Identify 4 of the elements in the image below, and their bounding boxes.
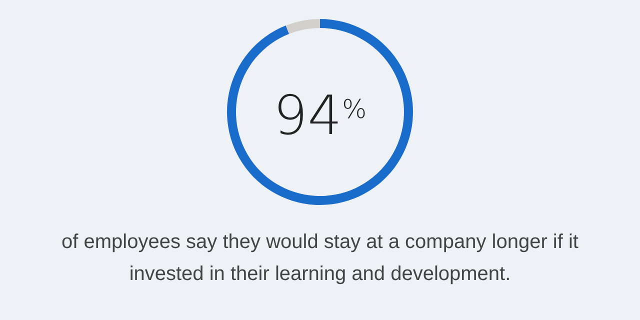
data-label: 94%: [273, 84, 367, 147]
donut-slice: [286, 19, 320, 34]
text: of employees say they would stay at a company longer if it invested in their learning and development.: [60, 230, 580, 287]
donut-slice: [227, 19, 413, 205]
